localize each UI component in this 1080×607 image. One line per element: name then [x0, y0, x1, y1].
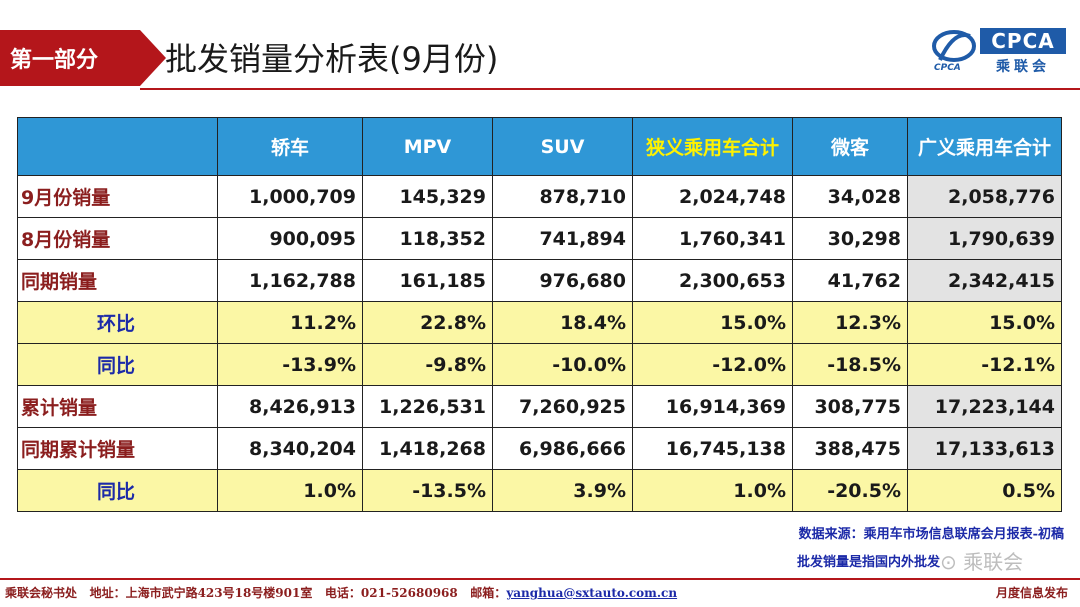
table-cell: 1,000,709 — [217, 175, 363, 218]
table-cell: -12.0% — [632, 343, 793, 386]
wechat-icon: ⊙ — [940, 550, 957, 574]
table-row: 环比 11.2% 22.8% 18.4% 15.0% 12.3% 15.0% — [17, 301, 1062, 344]
column-header: MPV — [362, 117, 493, 176]
watermark: ⊙ 乘联会 — [940, 546, 1023, 575]
header-divider — [140, 88, 1080, 90]
svg-text:CPCA: CPCA — [934, 63, 961, 72]
table-cell: 1,418,268 — [362, 427, 493, 470]
section-label: 第一部分 — [0, 30, 166, 86]
table-cell: 15.0% — [907, 301, 1062, 344]
table-row: 同比 1.0% -13.5% 3.9% 1.0% -20.5% 0.5% — [17, 469, 1062, 512]
table-cell: 2,024,748 — [632, 175, 793, 218]
row-label: 同比 — [17, 469, 218, 512]
table-cell: 2,300,653 — [632, 259, 793, 302]
row-label: 同期销量 — [17, 259, 218, 302]
table-cell: 17,133,613 — [907, 427, 1062, 470]
column-header: 轿车 — [217, 117, 363, 176]
table-cell: -12.1% — [907, 343, 1062, 386]
table-cell: 30,298 — [792, 217, 908, 260]
column-header: SUV — [492, 117, 633, 176]
table-cell: 11.2% — [217, 301, 363, 344]
table-cell: 118,352 — [362, 217, 493, 260]
watermark-text: 乘联会 — [963, 550, 1024, 574]
footer-phone: 电话：021-52680968 — [324, 586, 458, 600]
table-cell: 8,426,913 — [217, 385, 363, 428]
cpca-logo: CPCA CPCA 乘联会 — [930, 24, 1070, 75]
table-row: 8月份销量 900,095 118,352 741,894 1,760,341 … — [17, 217, 1062, 260]
table-row: 累计销量 8,426,913 1,226,531 7,260,925 16,91… — [17, 385, 1062, 428]
table-cell: 308,775 — [792, 385, 908, 428]
table-cell: 12.3% — [792, 301, 908, 344]
table-cell: 41,762 — [792, 259, 908, 302]
row-label: 同期累计销量 — [17, 427, 218, 470]
table-cell: 16,914,369 — [632, 385, 793, 428]
table-cell: 15.0% — [632, 301, 793, 344]
table-cell: 8,340,204 — [217, 427, 363, 470]
table-cell: 741,894 — [492, 217, 633, 260]
footer-publication-label: 月度信息发布 — [995, 586, 1068, 600]
table-cell: 1,760,341 — [632, 217, 793, 260]
logo-subtitle: 乘联会 — [996, 59, 1050, 75]
sales-analysis-table: 轿车 MPV SUV 狭义乘用车合计 微客 广义乘用车合计 9月份销量 1,00… — [17, 117, 1062, 512]
page-title: 批发销量分析表(9月份) — [165, 40, 499, 78]
table-cell: -9.8% — [362, 343, 493, 386]
footer-email-label: 邮箱： — [470, 586, 507, 600]
table-cell: 18.4% — [492, 301, 633, 344]
table-row: 9月份销量 1,000,709 145,329 878,710 2,024,74… — [17, 175, 1062, 218]
row-label: 8月份销量 — [17, 217, 218, 260]
footer-divider — [0, 578, 1080, 580]
table-cell: 145,329 — [362, 175, 493, 218]
table-cell: 16,745,138 — [632, 427, 793, 470]
row-label: 环比 — [17, 301, 218, 344]
table-cell: 6,986,666 — [492, 427, 633, 470]
table-cell: 878,710 — [492, 175, 633, 218]
table-cell: 1.0% — [632, 469, 793, 512]
table-cell: 1,226,531 — [362, 385, 493, 428]
definition-note: 批发销量是指国内外批发 — [796, 555, 940, 570]
table-cell: 3.9% — [492, 469, 633, 512]
table-corner-cell — [17, 117, 218, 176]
table-cell: -10.0% — [492, 343, 633, 386]
table-cell: -20.5% — [792, 469, 908, 512]
footer-email-link[interactable]: yanghua@sxtauto.com.cn — [506, 586, 678, 600]
table-cell: 2,058,776 — [907, 175, 1062, 218]
table-cell: 1,790,639 — [907, 217, 1062, 260]
footer-address: 地址：上海市武宁路423号18号楼901室 — [89, 586, 313, 600]
table-cell: 161,185 — [362, 259, 493, 302]
table-row: 同比 -13.9% -9.8% -10.0% -12.0% -18.5% -12… — [17, 343, 1062, 386]
table-cell: -13.5% — [362, 469, 493, 512]
row-label: 同比 — [17, 343, 218, 386]
column-header: 狭义乘用车合计 — [632, 117, 793, 176]
column-header: 广义乘用车合计 — [907, 117, 1062, 176]
table-cell: 34,028 — [792, 175, 908, 218]
footer-org: 乘联会秘书处 — [5, 586, 78, 600]
table-cell: 900,095 — [217, 217, 363, 260]
table-cell: 388,475 — [792, 427, 908, 470]
table-cell: 2,342,415 — [907, 259, 1062, 302]
data-source-note: 数据来源：乘用车市场信息联席会月报表-初稿 — [798, 527, 1064, 542]
table-cell: 17,223,144 — [907, 385, 1062, 428]
logo-emblem-icon: CPCA — [932, 30, 976, 72]
table-cell: 1,162,788 — [217, 259, 363, 302]
table-row: 同期累计销量 8,340,204 1,418,268 6,986,666 16,… — [17, 427, 1062, 470]
table-cell: -18.5% — [792, 343, 908, 386]
row-label: 9月份销量 — [17, 175, 218, 218]
table-cell: 1.0% — [217, 469, 363, 512]
logo-text: CPCA — [980, 28, 1066, 54]
table-cell: -13.9% — [217, 343, 363, 386]
table-cell: 22.8% — [362, 301, 493, 344]
footer-contact: 乘联会秘书处 地址：上海市武宁路423号18号楼901室 电话：021-5268… — [5, 584, 677, 601]
row-label: 累计销量 — [17, 385, 218, 428]
table-row: 同期销量 1,162,788 161,185 976,680 2,300,653… — [17, 259, 1062, 302]
table-cell: 7,260,925 — [492, 385, 633, 428]
table-header-row: 轿车 MPV SUV 狭义乘用车合计 微客 广义乘用车合计 — [17, 117, 1062, 176]
table-cell: 0.5% — [907, 469, 1062, 512]
table-cell: 976,680 — [492, 259, 633, 302]
slide-header: 第一部分 批发销量分析表(9月份) CPCA CPCA 乘联会 — [0, 0, 1080, 92]
column-header: 微客 — [792, 117, 908, 176]
